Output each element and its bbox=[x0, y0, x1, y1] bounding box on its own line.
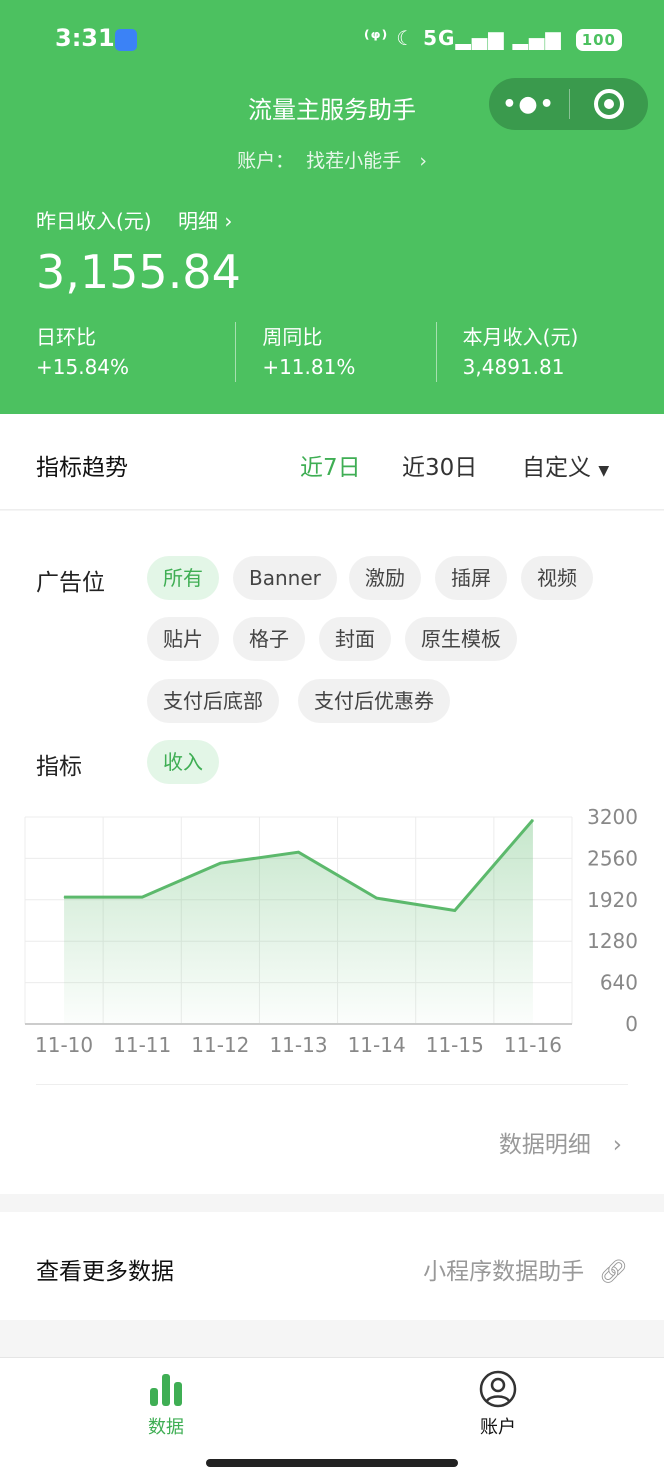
network-type: 5G bbox=[423, 26, 456, 50]
data-assistant-link[interactable]: 小程序数据助手 🔗︎ bbox=[423, 1252, 628, 1286]
data-point-11-10 bbox=[63, 896, 65, 898]
chip-rewarded[interactable]: 激励 bbox=[349, 556, 421, 600]
range-30-days[interactable]: 近30日 bbox=[402, 455, 478, 481]
trend-title: 指标趋势 bbox=[36, 455, 128, 481]
stat-label: 日环比 bbox=[36, 325, 96, 349]
stat-value: +15.84% bbox=[36, 355, 130, 379]
stat-label: 本月收入(元) bbox=[462, 325, 579, 349]
area-fill bbox=[64, 819, 533, 1024]
tab-bar: 数据 账户 bbox=[0, 1357, 664, 1477]
account-selector[interactable]: 账户： 找茬小能手 › bbox=[0, 146, 664, 173]
yesterday-income-value: 3,155.84 bbox=[36, 245, 241, 299]
battery-icon: 100 bbox=[575, 29, 622, 51]
chip-interstitial[interactable]: 插屏 bbox=[435, 556, 507, 600]
link-icon: 🔗︎ bbox=[598, 1259, 628, 1285]
stat-label: 周同比 bbox=[262, 325, 323, 349]
data-detail-text: 数据明细 bbox=[498, 1132, 591, 1158]
y-tick-label: 2560 bbox=[587, 846, 638, 870]
header: 3:31 ⁽ᵠ⁾ ☾ 5G▂▄▆ ▂▄▆ 100 流量主服务助手 •●• 账户：… bbox=[0, 0, 664, 414]
y-tick-label: 640 bbox=[600, 971, 638, 995]
mini-program-capsule: •●• bbox=[489, 78, 648, 130]
notification-app-icon bbox=[115, 29, 137, 51]
x-tick-label: 11-16 bbox=[504, 1033, 562, 1057]
data-point-11-14 bbox=[376, 897, 378, 899]
data-detail-link[interactable]: 数据明细 › bbox=[499, 1125, 622, 1159]
data-point-11-15 bbox=[454, 909, 456, 911]
data-point-11-13 bbox=[298, 851, 299, 853]
stat-value: +11.81% bbox=[262, 355, 356, 379]
stat-day-over-day: 日环比 +15.84% bbox=[36, 322, 235, 382]
tab-account[interactable]: 账户 bbox=[438, 1370, 558, 1439]
divider bbox=[36, 1084, 628, 1085]
chip-video[interactable]: 视频 bbox=[521, 556, 593, 600]
chip-post-payment-coupon[interactable]: 支付后优惠券 bbox=[298, 679, 450, 723]
status-time: 3:31 bbox=[55, 24, 115, 52]
x-tick-label: 11-12 bbox=[191, 1033, 249, 1057]
user-icon bbox=[479, 1370, 517, 1408]
moon-icon: ☾ bbox=[396, 26, 416, 50]
stat-week-over-week: 周同比 +11.81% bbox=[235, 322, 435, 382]
data-point-11-11 bbox=[141, 896, 143, 898]
chip-cover[interactable]: 封面 bbox=[319, 617, 391, 661]
data-point-11-16 bbox=[532, 819, 534, 821]
x-tick-label: 11-14 bbox=[348, 1033, 406, 1057]
chip-income[interactable]: 收入 bbox=[147, 740, 219, 784]
hotspot-icon: ⁽ᵠ⁾ bbox=[363, 26, 389, 50]
chip-native-template[interactable]: 原生模板 bbox=[405, 617, 517, 661]
y-tick-label: 3200 bbox=[587, 805, 638, 829]
y-tick-label: 1280 bbox=[587, 929, 638, 953]
metric-label: 指标 bbox=[36, 754, 82, 780]
range-custom-label: 自定义 bbox=[522, 455, 591, 481]
y-tick-label: 1920 bbox=[587, 888, 638, 912]
tab-account-label: 账户 bbox=[480, 1417, 516, 1438]
y-tick-label: 0 bbox=[625, 1012, 638, 1036]
account-label: 账户： bbox=[237, 150, 295, 172]
more-icon[interactable]: •●• bbox=[502, 91, 556, 117]
status-icons: ⁽ᵠ⁾ ☾ 5G▂▄▆ ▂▄▆ 100 bbox=[364, 26, 622, 51]
stat-value: 3,4891.81 bbox=[462, 355, 565, 379]
trend-body: 广告位 所有 Banner 激励 插屏 视频 贴片 格子 封面 原生模板 支付后… bbox=[0, 511, 664, 1194]
chip-grid[interactable]: 格子 bbox=[233, 617, 305, 661]
detail-link[interactable]: 明细 › bbox=[177, 209, 233, 233]
detail-link-text: 明细 bbox=[177, 209, 218, 233]
data-assistant-text: 小程序数据助手 bbox=[423, 1259, 585, 1285]
chevron-right-icon: › bbox=[419, 150, 427, 172]
x-tick-label: 11-11 bbox=[113, 1033, 171, 1057]
signal-icon: ▂▄▆ ▂▄▆ bbox=[455, 26, 562, 50]
income-trend-chart: 0 640 1280 1920 2560 3200 11-10 11-11 11-12 11-13… bbox=[24, 805, 638, 1057]
chip-all[interactable]: 所有 bbox=[147, 556, 219, 600]
more-data-row[interactable]: 查看更多数据 小程序数据助手 🔗︎ bbox=[0, 1212, 664, 1320]
yesterday-income-label: 昨日收入(元) 明细 › bbox=[36, 205, 232, 234]
x-tick-label: 11-13 bbox=[269, 1033, 327, 1057]
trend-header: 指标趋势 近7日 近30日 自定义 ▼ bbox=[0, 414, 664, 510]
chip-preroll[interactable]: 贴片 bbox=[147, 617, 219, 661]
stat-month-income: 本月收入(元) 3,4891.81 bbox=[435, 322, 636, 382]
chip-banner[interactable]: Banner bbox=[233, 556, 337, 600]
home-indicator[interactable] bbox=[206, 1459, 458, 1467]
ad-slot-label: 广告位 bbox=[36, 570, 105, 596]
more-data-title: 查看更多数据 bbox=[36, 1259, 174, 1285]
yesterday-label: 昨日收入(元) bbox=[36, 209, 152, 233]
data-point-11-12 bbox=[219, 862, 221, 864]
range-7-days[interactable]: 近7日 bbox=[300, 455, 361, 481]
page-title: 流量主服务助手 bbox=[248, 96, 416, 124]
tab-data-label: 数据 bbox=[148, 1417, 184, 1438]
tab-data[interactable]: 数据 bbox=[106, 1370, 226, 1439]
range-custom[interactable]: 自定义 ▼ bbox=[522, 448, 609, 482]
x-tick-label: 11-10 bbox=[35, 1033, 93, 1057]
caret-down-icon: ▼ bbox=[598, 463, 610, 479]
chevron-right-icon: › bbox=[612, 1132, 622, 1158]
close-target-icon[interactable] bbox=[570, 89, 648, 119]
stats-row: 日环比 +15.84% 周同比 +11.81% 本月收入(元) 3,4891.81 bbox=[36, 322, 636, 382]
x-tick-label: 11-15 bbox=[426, 1033, 484, 1057]
chip-post-payment-bottom[interactable]: 支付后底部 bbox=[147, 679, 279, 723]
account-name: 找茬小能手 bbox=[306, 150, 402, 172]
bar-chart-icon bbox=[150, 1374, 182, 1406]
